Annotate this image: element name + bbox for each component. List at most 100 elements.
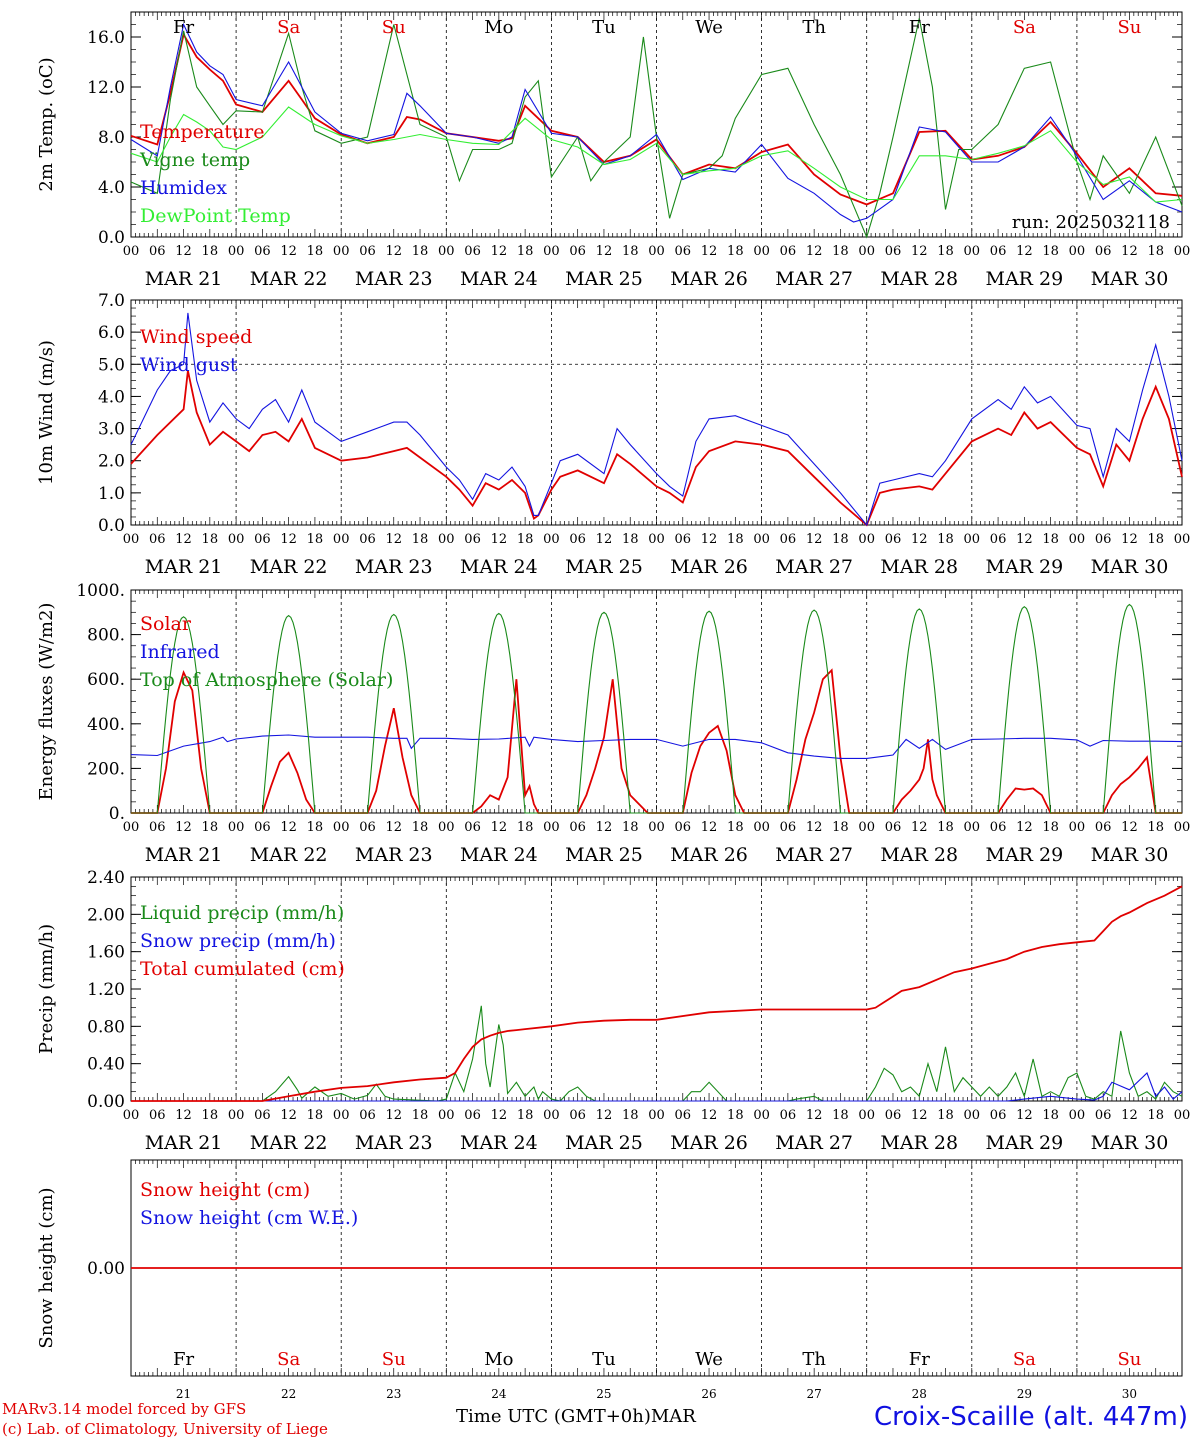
hour-tick-label: 06	[254, 820, 271, 835]
date-label: MAR 22	[250, 844, 328, 866]
y-tick-label: 16.0	[87, 28, 125, 48]
hour-tick-label: 18	[412, 820, 429, 835]
hour-tick-label: 12	[491, 532, 508, 547]
hour-tick-label: 06	[149, 244, 166, 259]
y-tick-label: 0.0	[98, 516, 125, 536]
legend-entry: Total cumulated (cm)	[140, 958, 345, 980]
day-number-label: 28	[912, 1387, 927, 1400]
hour-tick-label: 06	[990, 244, 1007, 259]
hour-tick-label: 00	[858, 532, 875, 547]
hour-tick-label: 00	[648, 532, 665, 547]
hour-tick-label: 00	[648, 1108, 665, 1123]
weekday-label: Th	[802, 17, 826, 38]
hour-tick-label: 00	[438, 820, 455, 835]
hour-tick-label: 06	[780, 532, 797, 547]
hour-tick-label: 06	[359, 820, 376, 835]
hour-tick-label: 00	[438, 244, 455, 259]
hour-tick-label: 00	[753, 532, 770, 547]
hour-tick-label: 00	[648, 244, 665, 259]
hour-tick-label: 18	[727, 244, 744, 259]
hour-tick-label: 18	[727, 532, 744, 547]
y-tick-label: 4.0	[98, 387, 125, 407]
hour-tick-label: 00	[123, 244, 140, 259]
hour-tick-label: 06	[254, 1108, 271, 1123]
hour-tick-label: 00	[648, 820, 665, 835]
hour-tick-label: 00	[753, 820, 770, 835]
y-tick-label: 1.60	[87, 943, 125, 963]
date-label: MAR 27	[775, 556, 853, 578]
hour-tick-label: 06	[149, 1108, 166, 1123]
hour-tick-label: 12	[175, 1108, 192, 1123]
hour-tick-label: 06	[675, 532, 692, 547]
weekday-label: We	[695, 1349, 723, 1370]
hour-tick-label: 06	[1095, 820, 1112, 835]
series-line	[131, 885, 1183, 1102]
y-tick-label: 8.0	[98, 128, 125, 148]
day-number-label: 23	[386, 1387, 401, 1400]
y-tick-label: 800.	[87, 626, 125, 646]
series-line	[131, 1072, 1183, 1102]
hour-tick-label: 12	[175, 820, 192, 835]
hour-tick-label: 00	[228, 532, 245, 547]
hour-tick-label: 00	[438, 1108, 455, 1123]
hour-tick-label: 18	[517, 532, 534, 547]
hour-tick-label: 18	[517, 1108, 534, 1123]
legend-entry: Infrared	[140, 641, 220, 663]
date-label: MAR 26	[670, 556, 748, 578]
hour-tick-label: 00	[753, 244, 770, 259]
weekday-label: Mo	[484, 17, 513, 38]
hour-tick-label: 12	[280, 1108, 297, 1123]
hour-tick-label: 18	[622, 1108, 639, 1123]
weekday-label: Fr	[909, 17, 930, 38]
weekday-label: Tu	[592, 17, 616, 38]
hour-tick-label: 06	[675, 244, 692, 259]
hour-tick-label: 18	[1042, 820, 1059, 835]
run-annotation: run: 2025032118	[1012, 212, 1170, 233]
hour-tick-label: 06	[885, 820, 902, 835]
hour-tick-label: 06	[885, 1108, 902, 1123]
hour-tick-label: 18	[1147, 532, 1164, 547]
y-tick-label: 0.	[109, 804, 125, 824]
hour-tick-label: 12	[1121, 244, 1138, 259]
hour-tick-label: 18	[832, 1108, 849, 1123]
y-tick-label: 0.0	[98, 228, 125, 248]
day-number-label: 21	[176, 1387, 191, 1400]
hour-tick-label: 18	[517, 820, 534, 835]
y-axis-label: 2m Temp. (oC)	[36, 57, 57, 191]
legend-entry: Top of Atmosphere (Solar)	[140, 669, 393, 691]
panel-5: 0.00 Snow height (cm) Snow height (cm) Snow…	[36, 1159, 1183, 1400]
hour-tick-label: 18	[622, 532, 639, 547]
hour-tick-label: 18	[832, 820, 849, 835]
date-label: MAR 25	[565, 844, 643, 866]
hour-tick-label: 06	[359, 532, 376, 547]
weekday-label: Fr	[173, 17, 194, 38]
hour-tick-label: 18	[727, 820, 744, 835]
station-name: Croix-Scaille (alt. 447m)	[874, 1402, 1188, 1432]
hour-tick-label: 06	[990, 532, 1007, 547]
legend-entry: Snow height (cm W.E.)	[140, 1207, 358, 1229]
hour-tick-label: 12	[806, 820, 823, 835]
hour-tick-label: 18	[937, 820, 954, 835]
weekday-label: Su	[1117, 17, 1141, 38]
date-label: MAR 22	[250, 1132, 328, 1154]
hour-tick-label: 00	[964, 820, 981, 835]
y-tick-label: 12.0	[87, 78, 125, 98]
date-label: MAR 29	[985, 1132, 1063, 1154]
hour-tick-label: 12	[1121, 1108, 1138, 1123]
hour-tick-label: 06	[464, 1108, 481, 1123]
hour-tick-label: 06	[780, 244, 797, 259]
legend-entry: DewPoint Temp	[140, 205, 291, 227]
weekday-label: Sa	[277, 1349, 300, 1370]
hour-tick-label: 12	[596, 532, 613, 547]
date-label: MAR 21	[145, 844, 223, 866]
time-axis-text: Time UTC (GMT+0h)	[456, 1406, 651, 1427]
date-label: MAR 21	[145, 1132, 223, 1154]
date-label: MAR 27	[775, 268, 853, 290]
date-label: MAR 28	[880, 556, 958, 578]
legend-entry: Solar	[140, 613, 192, 635]
hour-tick-label: 06	[359, 1108, 376, 1123]
hour-tick-label: 12	[806, 1108, 823, 1123]
panel-2: 0.0 1.0 2.0 3.0 4.0 5.0 6.0 7.0 10m Wind (m/s) Wi…	[36, 291, 1190, 578]
hour-tick-label: 00	[858, 820, 875, 835]
hour-tick-label: 12	[911, 820, 928, 835]
